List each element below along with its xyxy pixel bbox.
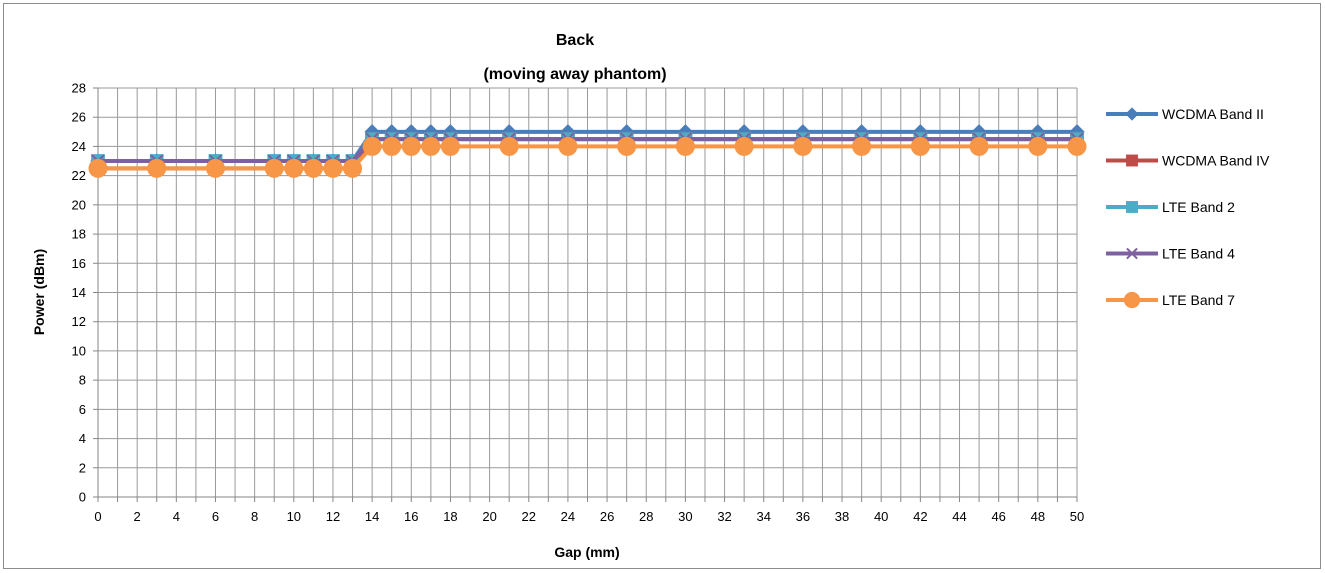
y-tick-label: 12 (72, 314, 86, 329)
data-point (1125, 107, 1139, 121)
data-point (1126, 247, 1138, 260)
data-point (205, 158, 225, 178)
y-tick-label: 6 (79, 402, 86, 417)
data-point (969, 136, 989, 156)
chart-frame (3, 3, 1321, 569)
data-point (675, 136, 695, 156)
x-tick-label: 34 (756, 509, 770, 524)
legend-entry: LTE Band 7 (1106, 291, 1235, 309)
data-point (617, 136, 637, 156)
x-tick-label: 30 (678, 509, 692, 524)
x-tick-label: 6 (212, 509, 219, 524)
y-tick-label: 10 (72, 343, 86, 358)
y-tick-label: 14 (72, 285, 86, 300)
data-point (499, 136, 519, 156)
x-tick-label: 42 (913, 509, 927, 524)
y-tick-label: 16 (72, 256, 86, 271)
legend-entry: WCDMA Band II (1106, 106, 1264, 122)
x-tick-label: 22 (522, 509, 536, 524)
data-point (323, 158, 343, 178)
data-point (734, 136, 754, 156)
y-tick-label: 2 (79, 460, 86, 475)
y-tick-label: 26 (72, 110, 86, 125)
grid-layer (97, 87, 1078, 498)
legend-entry: LTE Band 2 (1106, 199, 1235, 215)
x-tick-label: 50 (1070, 509, 1084, 524)
data-point (147, 158, 167, 178)
data-point (1126, 201, 1138, 213)
legend-label: LTE Band 4 (1162, 246, 1235, 262)
data-point (264, 158, 284, 178)
data-point (558, 136, 578, 156)
y-tick-label: 18 (72, 227, 86, 242)
legend-entry: WCDMA Band IV (1106, 153, 1270, 169)
data-point (284, 158, 304, 178)
x-tick-label: 36 (796, 509, 810, 524)
data-point (1123, 291, 1141, 309)
legend-label: WCDMA Band II (1162, 106, 1264, 122)
data-point (343, 158, 363, 178)
x-tick-label: 8 (251, 509, 258, 524)
data-point (852, 136, 872, 156)
x-tick-label: 4 (173, 509, 180, 524)
data-point (910, 136, 930, 156)
legend-label: LTE Band 2 (1162, 199, 1235, 215)
data-point (382, 136, 402, 156)
data-point (440, 136, 460, 156)
y-tick-label: 22 (72, 168, 86, 183)
data-point (1028, 136, 1048, 156)
x-tick-label: 26 (600, 509, 614, 524)
x-tick-label: 32 (717, 509, 731, 524)
x-tick-label: 18 (443, 509, 457, 524)
x-tick-label: 28 (639, 509, 653, 524)
x-tick-label: 24 (561, 509, 575, 524)
x-tick-label: 40 (874, 509, 888, 524)
data-point (1126, 154, 1138, 167)
y-tick-label: 8 (79, 373, 86, 388)
x-tick-label: 20 (482, 509, 496, 524)
x-tick-label: 46 (991, 509, 1005, 524)
x-tick-label: 12 (326, 509, 340, 524)
x-tick-label: 2 (134, 509, 141, 524)
x-axis-title: Gap (mm) (554, 544, 619, 560)
data-point (793, 136, 813, 156)
legend-entry: LTE Band 4 (1106, 246, 1235, 262)
x-tick-label: 10 (287, 509, 301, 524)
y-tick-label: 20 (72, 197, 86, 212)
data-point (88, 158, 108, 178)
y-tick-label: 0 (79, 490, 86, 505)
x-tick-label: 38 (835, 509, 849, 524)
y-tick-label: 4 (79, 431, 86, 446)
legend-label: LTE Band 7 (1162, 292, 1235, 308)
y-tick-label: 24 (72, 139, 86, 154)
legend-label: WCDMA Band IV (1162, 153, 1270, 169)
chart-title-line1: Back (556, 32, 594, 49)
data-point (401, 136, 421, 156)
data-point (1067, 136, 1087, 156)
series-4 (88, 136, 1087, 178)
series-layer (88, 124, 1087, 178)
x-tick-label: 0 (94, 509, 101, 524)
data-point (421, 136, 441, 156)
legend: WCDMA Band II WCDMA Band IV LTE Band 2 LTE … (1106, 106, 1270, 309)
y-axis-title: Power (dBm) (31, 249, 47, 335)
data-point (362, 136, 382, 156)
x-tick-label: 14 (365, 509, 379, 524)
y-tick-label: 28 (72, 81, 86, 96)
chart-title-line2: (moving away phantom) (483, 66, 666, 83)
x-tick-label: 16 (404, 509, 418, 524)
data-point (303, 158, 323, 178)
x-tick-label: 48 (1031, 509, 1045, 524)
x-tick-label: 44 (952, 509, 966, 524)
